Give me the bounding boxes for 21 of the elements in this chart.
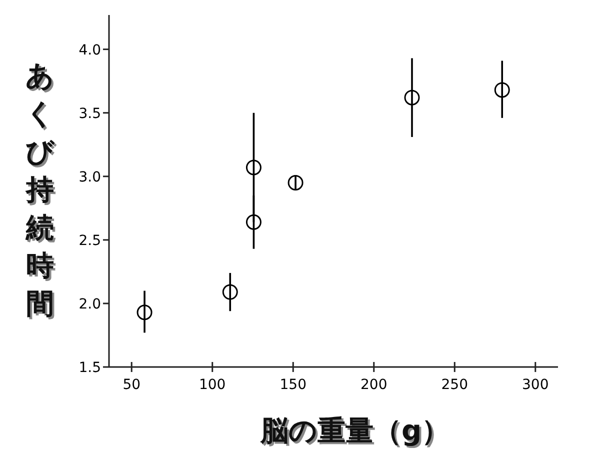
point (494, 82, 510, 98)
point (288, 174, 304, 190)
y-tick-label: 4.0 (78, 42, 101, 58)
point (246, 214, 262, 230)
x-tick-label: 300 (522, 377, 549, 393)
y-tick-label: 3.5 (78, 106, 101, 122)
y-tick-label: 3.0 (78, 169, 101, 186)
x-tick-label: 200 (360, 377, 388, 393)
x-axis-title: 脳の重量（g） (259, 414, 450, 447)
y-tick-label: 2.0 (78, 296, 101, 312)
x-tick-label: 150 (280, 377, 306, 393)
x-tick-label: 50 (122, 377, 141, 393)
point (404, 90, 420, 106)
point (136, 304, 152, 320)
y-tick-label: 1.5 (78, 360, 101, 376)
x-tick-label: 250 (441, 377, 468, 393)
y-axis-title: あくび持続時間 (27, 61, 58, 322)
point (222, 284, 238, 300)
point (246, 160, 262, 176)
y-tick-label: 2.5 (78, 232, 101, 249)
x-tick-label: 100 (199, 377, 226, 393)
